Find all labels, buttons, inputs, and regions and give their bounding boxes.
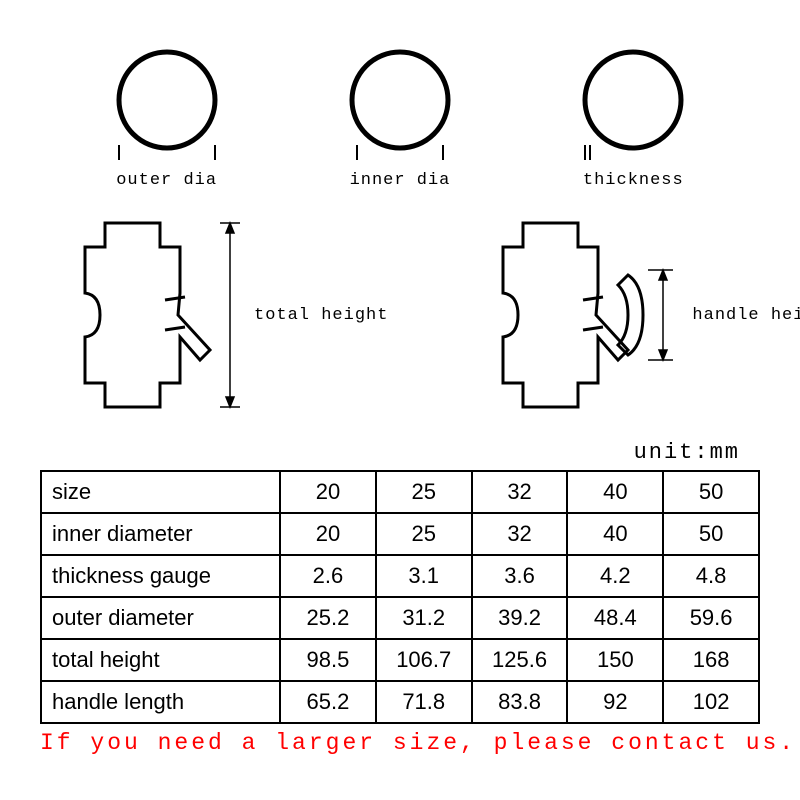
- circle-inner-dia-icon: [325, 45, 475, 165]
- row-label: thickness gauge: [41, 555, 280, 597]
- table-cell: 125.6: [472, 639, 568, 681]
- inner-dia-label: inner dia: [350, 171, 451, 190]
- table-cell: 50: [663, 513, 759, 555]
- row-label: total height: [41, 639, 280, 681]
- table-cell: 31.2: [376, 597, 472, 639]
- footer-note: If you need a larger size, please contac…: [40, 730, 796, 756]
- table-cell: 98.5: [280, 639, 376, 681]
- row-label: size: [41, 471, 280, 513]
- circle-inner-dia: inner dia: [310, 45, 490, 190]
- row-label: inner diameter: [41, 513, 280, 555]
- table-row: inner diameter2025324050: [41, 513, 759, 555]
- table-cell: 59.6: [663, 597, 759, 639]
- circle-outer-dia-icon: [92, 45, 242, 165]
- valve-total-height-icon: [70, 215, 250, 415]
- circle-thickness: thickness: [543, 45, 723, 190]
- table-cell: 39.2: [472, 597, 568, 639]
- thickness-label: thickness: [583, 171, 684, 190]
- table-cell: 32: [472, 513, 568, 555]
- table-row: handle length65.271.883.892102: [41, 681, 759, 723]
- circles-row: outer dia inner dia thickness: [0, 0, 800, 190]
- valves-row: total height handle height: [0, 190, 800, 415]
- outer-dia-label: outer dia: [116, 171, 217, 190]
- table-cell: 20: [280, 513, 376, 555]
- table-cell: 4.2: [567, 555, 663, 597]
- table-cell: 83.8: [472, 681, 568, 723]
- circle-outer-dia: outer dia: [77, 45, 257, 190]
- table-cell: 50: [663, 471, 759, 513]
- unit-label: unit:mm: [634, 440, 740, 465]
- circle-thickness-icon: [558, 45, 708, 165]
- table-cell: 3.6: [472, 555, 568, 597]
- table-cell: 106.7: [376, 639, 472, 681]
- valve-total-height: total height: [70, 215, 388, 415]
- table-cell: 40: [567, 513, 663, 555]
- table-cell: 92: [567, 681, 663, 723]
- table-cell: 65.2: [280, 681, 376, 723]
- table-row: thickness gauge2.63.13.64.24.8: [41, 555, 759, 597]
- handle-height-label: handle height: [692, 306, 800, 325]
- table-cell: 48.4: [567, 597, 663, 639]
- table-cell: 32: [472, 471, 568, 513]
- table-row: size2025324050: [41, 471, 759, 513]
- table-cell: 25: [376, 513, 472, 555]
- table-cell: 150: [567, 639, 663, 681]
- table-cell: 71.8: [376, 681, 472, 723]
- table-cell: 168: [663, 639, 759, 681]
- table-cell: 25: [376, 471, 472, 513]
- row-label: handle length: [41, 681, 280, 723]
- valve-handle-height-icon: [488, 215, 688, 415]
- total-height-label: total height: [254, 306, 388, 325]
- table-cell: 2.6: [280, 555, 376, 597]
- table-row: outer diameter25.231.239.248.459.6: [41, 597, 759, 639]
- table-cell: 102: [663, 681, 759, 723]
- table-cell: 4.8: [663, 555, 759, 597]
- valve-handle-height: handle height: [488, 215, 800, 415]
- table-cell: 3.1: [376, 555, 472, 597]
- table-cell: 20: [280, 471, 376, 513]
- table-cell: 25.2: [280, 597, 376, 639]
- row-label: outer diameter: [41, 597, 280, 639]
- dimensions-table: size2025324050inner diameter2025324050th…: [40, 470, 760, 724]
- table-row: total height98.5106.7125.6150168: [41, 639, 759, 681]
- table-cell: 40: [567, 471, 663, 513]
- size-table: size2025324050inner diameter2025324050th…: [40, 470, 760, 724]
